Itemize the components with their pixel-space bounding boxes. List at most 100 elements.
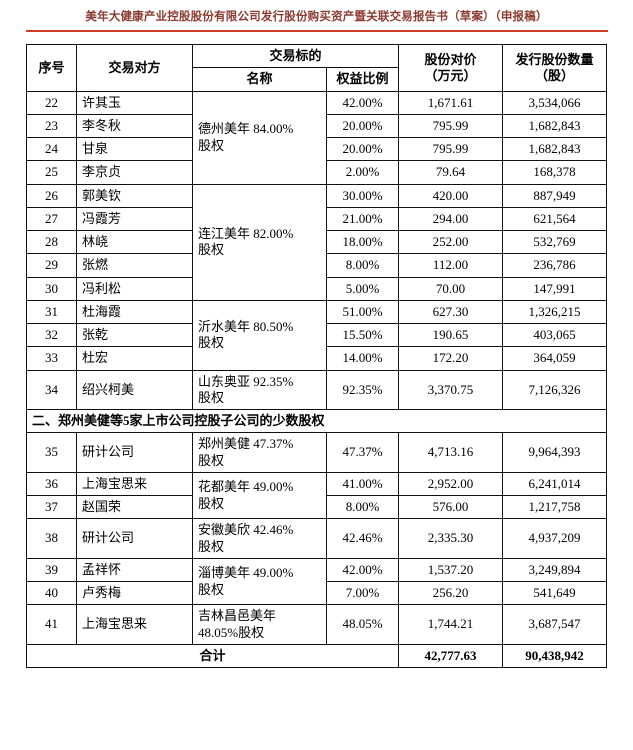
cell-shares: 6,241,014 [502, 471, 607, 497]
cell-ratio: 15.50% [325, 322, 400, 348]
cell-shares: 541,649 [502, 580, 607, 606]
cell-price: 252.00 [398, 229, 503, 255]
cell-price: 294.00 [398, 206, 503, 232]
cell-price: 1,671.61 [398, 90, 503, 115]
cell-no: 22 [25, 90, 77, 115]
total-shares: 90,438,942 [502, 643, 607, 669]
cell-party: 林峣 [75, 229, 193, 255]
cell-no: 32 [25, 322, 77, 348]
table-row: 40 卢秀梅 7.00% 256.20 541,649 [25, 580, 607, 606]
cell-ratio: 21.00% [325, 206, 400, 232]
total-price: 42,777.63 [398, 643, 503, 669]
table-row: 23 李冬秋 20.00% 795.99 1,682,843 [25, 113, 607, 139]
col-header-party: 交易对方 [75, 44, 193, 92]
cell-ratio: 30.00% [325, 183, 400, 208]
cell-shares: 532,769 [502, 229, 607, 255]
cell-shares: 887,949 [502, 183, 607, 208]
cell-ratio: 42.00% [325, 557, 400, 583]
table-row: 35 研计公司 郑州美健 47.37% 股权 47.37% 4,713.16 9… [25, 432, 607, 473]
table-header-row-1: 序号 交易对方 交易标的 股份对价 （万元） 发行股份数量 （股） [25, 43, 607, 92]
table-row: 33 杜宏 14.00% 172.20 364,059 [25, 346, 607, 371]
cell-party: 研计公司 [75, 518, 193, 559]
cell-shares: 403,065 [502, 322, 607, 348]
cell-price: 1,744.21 [398, 604, 503, 645]
cell-target: 花都美年 49.00% 股权 [191, 471, 327, 520]
col-header-target-name: 名称 [191, 67, 327, 92]
cell-party: 杜宏 [75, 346, 193, 371]
cell-price: 2,335.30 [398, 518, 503, 559]
cell-ratio: 8.00% [325, 253, 400, 278]
cell-price: 795.99 [398, 113, 503, 139]
cell-shares: 1,217,758 [502, 494, 607, 520]
cell-party: 卢秀梅 [75, 580, 193, 606]
cell-price: 112.00 [398, 253, 503, 278]
transaction-table: 序号 交易对方 交易标的 股份对价 （万元） 发行股份数量 （股） 名称 权益比… [25, 43, 608, 669]
cell-no: 23 [25, 113, 77, 139]
cell-price: 576.00 [398, 494, 503, 520]
cell-ratio: 14.00% [325, 346, 400, 371]
cell-shares: 1,682,843 [502, 136, 607, 162]
cell-party: 许其玉 [75, 90, 193, 115]
cell-party: 上海宝思来 [75, 604, 193, 645]
cell-party: 甘泉 [75, 136, 193, 162]
col-header-equity-ratio: 权益比例 [325, 67, 400, 92]
cell-ratio: 8.00% [325, 494, 400, 520]
cell-price: 795.99 [398, 136, 503, 162]
cell-no: 37 [25, 494, 77, 520]
cell-ratio: 7.00% [325, 580, 400, 606]
cell-ratio: 2.00% [325, 160, 400, 185]
cell-price: 79.64 [398, 160, 503, 185]
cell-price: 70.00 [398, 276, 503, 301]
cell-party: 李冬秋 [75, 113, 193, 139]
cell-ratio: 47.37% [325, 432, 400, 473]
cell-no: 24 [25, 136, 77, 162]
table-row: 37 赵国荣 8.00% 576.00 1,217,758 [25, 494, 607, 520]
cell-shares: 7,126,326 [502, 369, 607, 410]
cell-ratio: 20.00% [325, 136, 400, 162]
section-header-row: 二、郑州美健等5家上市公司控股子公司的少数股权 [25, 408, 608, 434]
cell-ratio: 18.00% [325, 229, 400, 255]
cell-no: 25 [25, 160, 77, 185]
table-row: 39 孟祥怀 淄博美年 49.00% 股权 42.00% 1,537.20 3,… [25, 557, 607, 606]
cell-shares: 4,937,209 [502, 518, 607, 559]
cell-shares: 3,534,066 [502, 90, 607, 115]
cell-target: 郑州美健 47.37% 股权 [191, 432, 327, 473]
cell-no: 27 [25, 206, 77, 232]
table-row: 29 张燃 8.00% 112.00 236,786 [25, 253, 607, 278]
table-row: 26 郭美钦 连江美年 82.00% 股权 30.00% 420.00 887,… [25, 183, 607, 301]
table-header-row-2: 名称 权益比例 [26, 67, 606, 92]
cell-shares: 364,059 [502, 346, 607, 371]
table-row: 24 甘泉 20.00% 795.99 1,682,843 [25, 136, 607, 162]
cell-price: 1,537.20 [398, 557, 503, 583]
cell-price: 172.20 [398, 346, 503, 371]
cell-party: 绍兴柯美 [75, 369, 193, 410]
table-row: 34 绍兴柯美 山东奥亚 92.35% 股权 92.35% 3,370.75 7… [25, 369, 607, 410]
cell-price: 2,952.00 [398, 471, 503, 497]
cell-price: 190.65 [398, 322, 503, 348]
cell-party: 张燃 [75, 253, 193, 278]
cell-target: 山东奥亚 92.35% 股权 [191, 369, 327, 410]
cell-ratio: 20.00% [325, 113, 400, 139]
cell-shares: 621,564 [502, 206, 607, 232]
cell-no: 38 [25, 518, 77, 559]
cell-party: 冯霞芳 [75, 206, 193, 232]
cell-price: 627.30 [398, 299, 503, 325]
total-row: 合计 42,777.63 90,438,942 [25, 643, 607, 669]
cell-party: 张乾 [75, 322, 193, 348]
cell-no: 40 [25, 580, 77, 606]
col-header-target: 交易标的 [191, 43, 400, 69]
cell-price: 3,370.75 [398, 369, 503, 410]
cell-no: 30 [25, 276, 77, 301]
cell-target: 吉林昌邑美年 48.05%股权 [191, 604, 327, 645]
cell-target: 德州美年 84.00% 股权 [191, 90, 327, 185]
table-row: 22 许其玉 德州美年 84.00% 股权 42.00% 1,671.61 3,… [25, 90, 607, 185]
col-header-shares: 发行股份数量 （股） [502, 44, 607, 92]
cell-shares: 168,378 [502, 160, 607, 185]
cell-target: 沂水美年 80.50% 股权 [191, 299, 327, 371]
col-header-consideration: 股份对价 （万元） [398, 44, 503, 92]
cell-ratio: 5.00% [325, 276, 400, 301]
table-row: 36 上海宝思来 花都美年 49.00% 股权 41.00% 2,952.00 … [25, 471, 607, 520]
cell-no: 31 [25, 299, 77, 325]
table-row: 27 冯霞芳 21.00% 294.00 621,564 [25, 206, 607, 232]
cell-no: 36 [25, 471, 77, 497]
